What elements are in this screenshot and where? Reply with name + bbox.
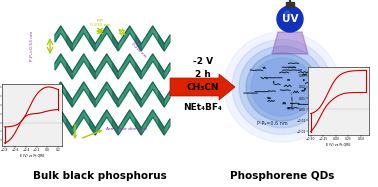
Polygon shape bbox=[158, 35, 164, 51]
Polygon shape bbox=[101, 110, 107, 126]
Circle shape bbox=[277, 6, 303, 32]
Polygon shape bbox=[124, 54, 130, 70]
Polygon shape bbox=[90, 35, 95, 51]
Ellipse shape bbox=[239, 46, 325, 128]
FancyBboxPatch shape bbox=[286, 2, 294, 7]
Polygon shape bbox=[101, 82, 107, 98]
Polygon shape bbox=[55, 110, 170, 135]
Polygon shape bbox=[55, 54, 170, 79]
Polygon shape bbox=[78, 110, 84, 126]
Polygon shape bbox=[55, 26, 61, 42]
Text: CH₃CN: CH₃CN bbox=[187, 82, 219, 91]
Polygon shape bbox=[135, 91, 141, 107]
Text: -2 V: -2 V bbox=[193, 56, 213, 65]
Polygon shape bbox=[158, 91, 164, 107]
Polygon shape bbox=[67, 35, 72, 51]
Polygon shape bbox=[90, 63, 95, 79]
Text: P-P
0.222 nm: P-P 0.222 nm bbox=[90, 19, 110, 27]
Polygon shape bbox=[55, 82, 170, 107]
Ellipse shape bbox=[251, 58, 313, 116]
Text: UV: UV bbox=[282, 14, 298, 24]
Polygon shape bbox=[135, 35, 141, 51]
Polygon shape bbox=[67, 119, 72, 135]
Polygon shape bbox=[78, 26, 84, 42]
Text: 2 h: 2 h bbox=[195, 70, 211, 79]
Polygon shape bbox=[272, 32, 308, 54]
Text: P-Pₐ=0.53 nm: P-Pₐ=0.53 nm bbox=[30, 31, 34, 61]
Polygon shape bbox=[55, 110, 61, 126]
Polygon shape bbox=[113, 63, 118, 79]
Polygon shape bbox=[147, 110, 153, 126]
Text: P-Pₐ
0.224 nm: P-Pₐ 0.224 nm bbox=[130, 39, 150, 59]
Polygon shape bbox=[78, 82, 84, 98]
Text: NEt₄BF₄: NEt₄BF₄ bbox=[184, 102, 222, 111]
Polygon shape bbox=[135, 119, 141, 135]
Polygon shape bbox=[101, 54, 107, 70]
Polygon shape bbox=[67, 91, 72, 107]
Polygon shape bbox=[90, 91, 95, 107]
Polygon shape bbox=[55, 82, 61, 98]
Polygon shape bbox=[147, 82, 153, 98]
Polygon shape bbox=[158, 119, 164, 135]
Ellipse shape bbox=[246, 53, 318, 121]
Polygon shape bbox=[147, 54, 153, 70]
Text: P-Pₐ=0.6 nm: P-Pₐ=0.6 nm bbox=[257, 121, 287, 126]
Polygon shape bbox=[67, 63, 72, 79]
X-axis label: E (V) vs Pt QRE: E (V) vs Pt QRE bbox=[326, 142, 350, 146]
Circle shape bbox=[284, 11, 290, 17]
Text: Arm chair direction: Arm chair direction bbox=[106, 127, 147, 131]
Polygon shape bbox=[113, 35, 118, 51]
Polygon shape bbox=[78, 54, 84, 70]
Polygon shape bbox=[113, 119, 118, 135]
Polygon shape bbox=[158, 63, 164, 79]
Polygon shape bbox=[90, 119, 95, 135]
Ellipse shape bbox=[224, 32, 340, 142]
Polygon shape bbox=[55, 54, 61, 70]
Polygon shape bbox=[101, 26, 107, 42]
Y-axis label: j (mA cm⁻²): j (mA cm⁻²) bbox=[291, 92, 295, 110]
Polygon shape bbox=[147, 26, 153, 42]
Text: Phosphorene QDs: Phosphorene QDs bbox=[230, 171, 334, 181]
FancyArrow shape bbox=[170, 74, 235, 100]
Polygon shape bbox=[124, 110, 130, 126]
Polygon shape bbox=[124, 82, 130, 98]
Polygon shape bbox=[124, 26, 130, 42]
Polygon shape bbox=[135, 63, 141, 79]
Polygon shape bbox=[113, 91, 118, 107]
X-axis label: E (V) vs Pt QRE: E (V) vs Pt QRE bbox=[20, 154, 44, 157]
Polygon shape bbox=[55, 26, 170, 51]
Ellipse shape bbox=[232, 39, 332, 134]
Text: Bulk black phosphorus: Bulk black phosphorus bbox=[33, 171, 167, 181]
